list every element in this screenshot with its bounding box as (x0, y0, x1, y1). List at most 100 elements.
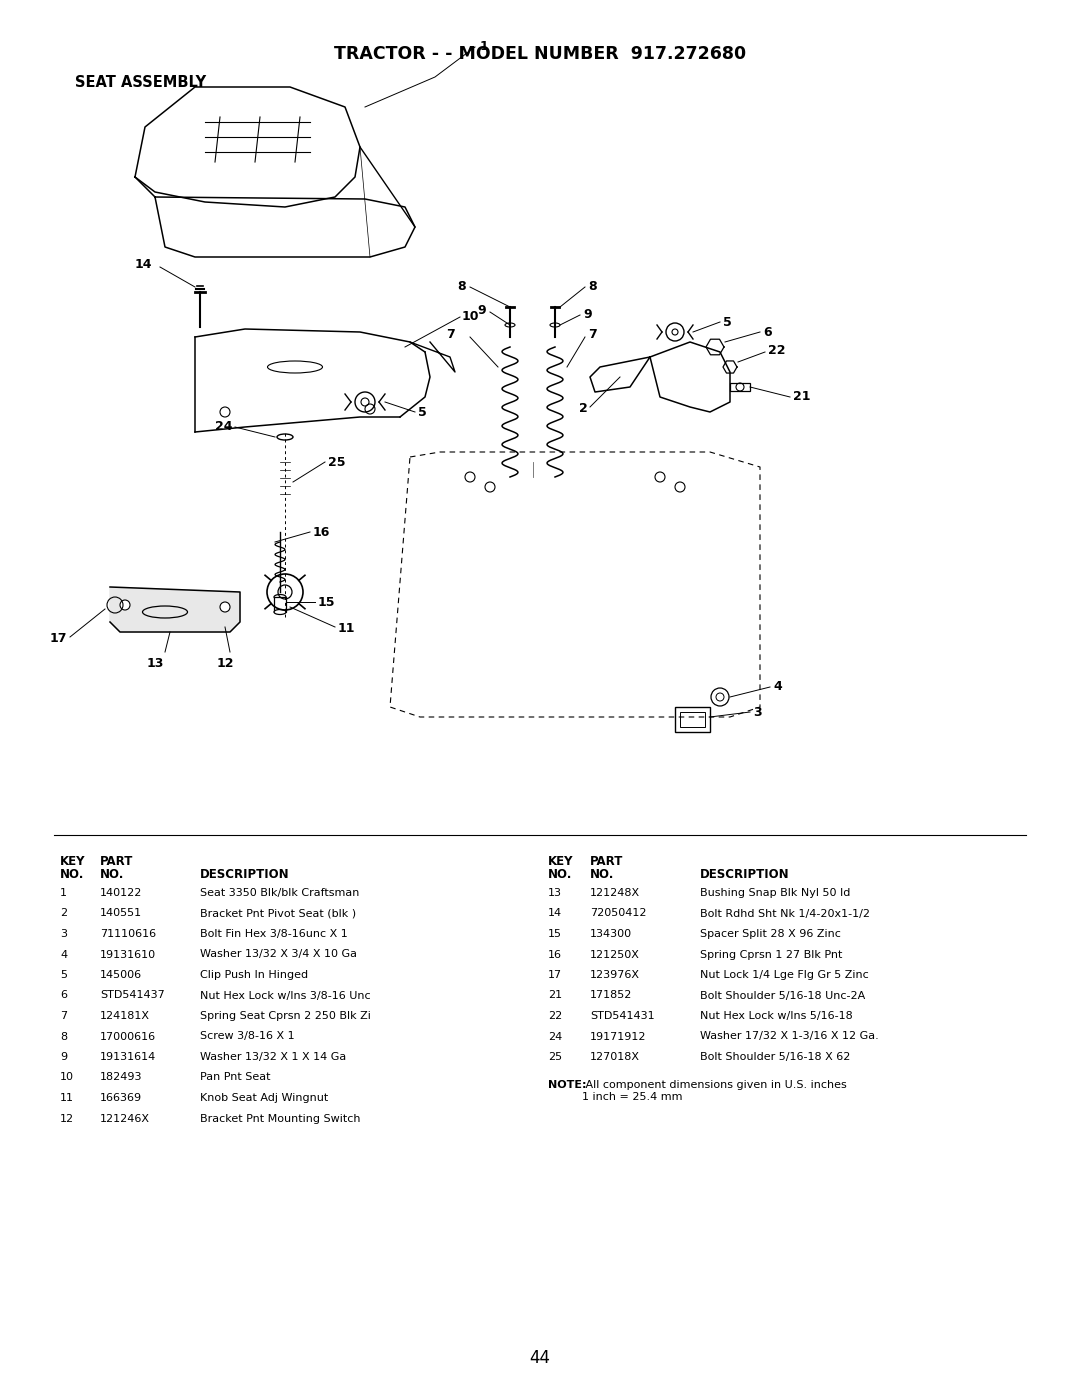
Text: 4: 4 (773, 680, 782, 693)
Text: 2: 2 (579, 402, 588, 415)
Text: DESCRIPTION: DESCRIPTION (700, 868, 789, 882)
Text: 121246X: 121246X (100, 1113, 150, 1123)
Text: STD541437: STD541437 (100, 990, 165, 1000)
Text: 134300: 134300 (590, 929, 632, 939)
Text: 24: 24 (215, 420, 232, 433)
Text: 3: 3 (753, 705, 761, 718)
Text: 25: 25 (328, 455, 346, 468)
Text: SEAT ASSEMBLY: SEAT ASSEMBLY (75, 75, 206, 89)
Text: DESCRIPTION: DESCRIPTION (200, 868, 289, 882)
Text: Screw 3/8-16 X 1: Screw 3/8-16 X 1 (200, 1031, 295, 1042)
Text: 19171912: 19171912 (590, 1031, 647, 1042)
Text: 17: 17 (50, 633, 67, 645)
Text: Spring Cprsn 1 27 Blk Pnt: Spring Cprsn 1 27 Blk Pnt (700, 950, 842, 960)
Text: Bolt Shoulder 5/16-18 X 62: Bolt Shoulder 5/16-18 X 62 (700, 1052, 850, 1062)
Text: 5: 5 (418, 405, 427, 419)
Text: KEY: KEY (548, 855, 573, 868)
Text: 15: 15 (318, 595, 336, 609)
Text: Knob Seat Adj Wingnut: Knob Seat Adj Wingnut (200, 1092, 328, 1104)
Text: Pan Pnt Seat: Pan Pnt Seat (200, 1073, 270, 1083)
Text: 5: 5 (723, 316, 732, 328)
Text: 11: 11 (338, 623, 355, 636)
Ellipse shape (274, 595, 286, 599)
Text: Spring Seat Cprsn 2 250 Blk Zi: Spring Seat Cprsn 2 250 Blk Zi (200, 1011, 370, 1021)
Text: Bracket Pnt Pivot Seat (blk ): Bracket Pnt Pivot Seat (blk ) (200, 908, 356, 918)
Text: Clip Push In Hinged: Clip Push In Hinged (200, 970, 308, 981)
Text: 15: 15 (548, 929, 562, 939)
Text: Bolt Rdhd Sht Nk 1/4-20x1-1/2: Bolt Rdhd Sht Nk 1/4-20x1-1/2 (700, 908, 870, 918)
Text: All component dimensions given in U.S. inches
1 inch = 25.4 mm: All component dimensions given in U.S. i… (582, 1080, 847, 1102)
Text: 8: 8 (60, 1031, 67, 1042)
Text: 171852: 171852 (590, 990, 633, 1000)
Text: 10: 10 (462, 310, 480, 324)
Bar (274, 597, 286, 612)
Text: Nut Lock 1/4 Lge Flg Gr 5 Zinc: Nut Lock 1/4 Lge Flg Gr 5 Zinc (700, 970, 868, 981)
Text: Bracket Pnt Mounting Switch: Bracket Pnt Mounting Switch (200, 1113, 361, 1123)
Text: 14: 14 (548, 908, 562, 918)
Text: 140551: 140551 (100, 908, 143, 918)
Text: 16: 16 (548, 950, 562, 960)
Text: 7: 7 (446, 328, 455, 341)
Text: 22: 22 (768, 345, 785, 358)
Text: 24: 24 (548, 1031, 563, 1042)
Text: 22: 22 (548, 1011, 563, 1021)
Text: 71110616: 71110616 (100, 929, 157, 939)
Text: 6: 6 (762, 326, 771, 338)
Ellipse shape (274, 609, 286, 615)
Text: Washer 17/32 X 1-3/16 X 12 Ga.: Washer 17/32 X 1-3/16 X 12 Ga. (700, 1031, 879, 1042)
Text: 8: 8 (457, 281, 465, 293)
Bar (680, 712, 705, 726)
Text: 7: 7 (588, 328, 597, 341)
Text: 166369: 166369 (100, 1092, 143, 1104)
Text: 72050412: 72050412 (590, 908, 647, 918)
Text: PART: PART (590, 855, 623, 868)
Text: 25: 25 (548, 1052, 562, 1062)
Text: 44: 44 (529, 1350, 551, 1368)
Text: 12: 12 (60, 1113, 75, 1123)
Text: PART: PART (100, 855, 133, 868)
Text: Seat 3350 Blk/blk Craftsman: Seat 3350 Blk/blk Craftsman (200, 888, 360, 898)
Text: Bolt Fin Hex 3/8-16unc X 1: Bolt Fin Hex 3/8-16unc X 1 (200, 929, 348, 939)
Text: 10: 10 (60, 1073, 75, 1083)
Text: 121248X: 121248X (590, 888, 640, 898)
Ellipse shape (276, 434, 293, 440)
Text: 9: 9 (60, 1052, 67, 1062)
Text: KEY: KEY (60, 855, 85, 868)
Text: NO.: NO. (548, 868, 572, 882)
Text: NOTE:: NOTE: (548, 1080, 586, 1091)
Text: 145006: 145006 (100, 970, 143, 981)
Text: 123976X: 123976X (590, 970, 640, 981)
Text: Nut Hex Lock w/Ins 3/8-16 Unc: Nut Hex Lock w/Ins 3/8-16 Unc (200, 990, 370, 1000)
Circle shape (120, 599, 130, 610)
Text: 21: 21 (793, 391, 810, 404)
Text: Bushing Snap Blk Nyl 50 Id: Bushing Snap Blk Nyl 50 Id (700, 888, 850, 898)
Text: 140122: 140122 (100, 888, 143, 898)
Text: 182493: 182493 (100, 1073, 143, 1083)
Text: 3: 3 (60, 929, 67, 939)
Text: 12: 12 (216, 657, 233, 671)
Text: Washer 13/32 X 1 X 14 Ga: Washer 13/32 X 1 X 14 Ga (200, 1052, 347, 1062)
Text: STD541431: STD541431 (590, 1011, 654, 1021)
Text: 13: 13 (548, 888, 562, 898)
Text: 13: 13 (146, 657, 164, 671)
Bar (730, 383, 750, 391)
Text: 5: 5 (60, 970, 67, 981)
Text: 9: 9 (583, 307, 592, 320)
Text: 121250X: 121250X (590, 950, 639, 960)
Text: 1: 1 (480, 41, 489, 53)
Text: 6: 6 (60, 990, 67, 1000)
Circle shape (220, 602, 230, 612)
Text: Bolt Shoulder 5/16-18 Unc-2A: Bolt Shoulder 5/16-18 Unc-2A (700, 990, 865, 1000)
Text: 7: 7 (60, 1011, 67, 1021)
Text: Spacer Split 28 X 96 Zinc: Spacer Split 28 X 96 Zinc (700, 929, 841, 939)
Text: 16: 16 (313, 525, 330, 538)
Text: 9: 9 (477, 305, 486, 317)
Text: TRACTOR - - MODEL NUMBER  917.272680: TRACTOR - - MODEL NUMBER 917.272680 (334, 45, 746, 63)
Text: NO.: NO. (60, 868, 84, 882)
Text: 19131614: 19131614 (100, 1052, 157, 1062)
Text: 19131610: 19131610 (100, 950, 157, 960)
Text: 11: 11 (60, 1092, 75, 1104)
Text: 4: 4 (60, 950, 67, 960)
Text: 124181X: 124181X (100, 1011, 150, 1021)
Text: NO.: NO. (100, 868, 124, 882)
